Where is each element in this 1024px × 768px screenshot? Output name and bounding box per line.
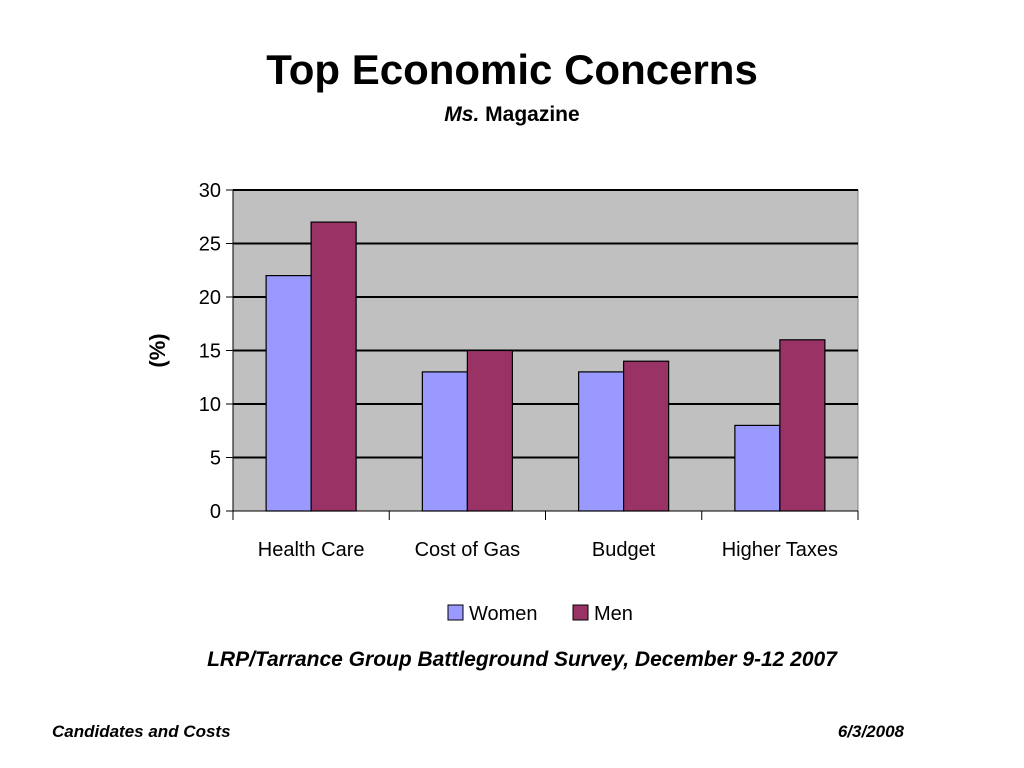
legend-label-men: Men	[594, 603, 633, 625]
legend-swatch-men	[572, 604, 589, 621]
source-note: LRP/Tarrance Group Battleground Survey, …	[207, 648, 837, 671]
bar-chart: 0 5 10 15 20 25 30 Health Care Cost of Gas Budget…	[145, 180, 859, 625]
bar-men	[310, 221, 357, 512]
subtitle-italic: Ms.	[444, 103, 480, 126]
x-tick-label: Budget	[592, 539, 656, 561]
y-tick-label: 30	[199, 180, 221, 202]
legend-label-women: Women	[469, 603, 538, 625]
bar-women	[578, 371, 625, 512]
plot-area: 0 5 10 15 20 25 30 Health Care Cost of Gas Budget…	[145, 180, 859, 561]
y-tick-label: 5	[210, 448, 221, 470]
footer-date: 6/3/2008	[837, 722, 904, 741]
chart-title: Top Economic Concerns	[266, 46, 758, 93]
y-tick-label: 15	[199, 341, 221, 363]
x-tick-label: Cost of Gas	[415, 539, 521, 561]
y-tick-label: 25	[199, 234, 221, 256]
footer-left: Candidates and Costs	[52, 722, 231, 741]
bar-men	[623, 360, 670, 512]
subtitle-text: Magazine	[485, 103, 580, 126]
y-tick-label: 20	[199, 287, 221, 309]
bar-women	[265, 275, 312, 512]
x-tick-label: Health Care	[258, 539, 365, 561]
bar-women	[734, 424, 781, 512]
bar-women	[421, 371, 468, 512]
y-tick-label: 10	[199, 394, 221, 416]
y-axis-title: (%)	[145, 333, 170, 367]
legend-swatch-women	[447, 604, 464, 621]
y-tick-label: 0	[210, 501, 221, 523]
chart-subtitle: Ms. Magazine	[0, 102, 1024, 128]
x-tick-label: Higher Taxes	[722, 539, 838, 561]
bar-men	[466, 349, 513, 512]
bar-men	[779, 339, 826, 512]
chart-legend: Women Men	[447, 603, 633, 625]
